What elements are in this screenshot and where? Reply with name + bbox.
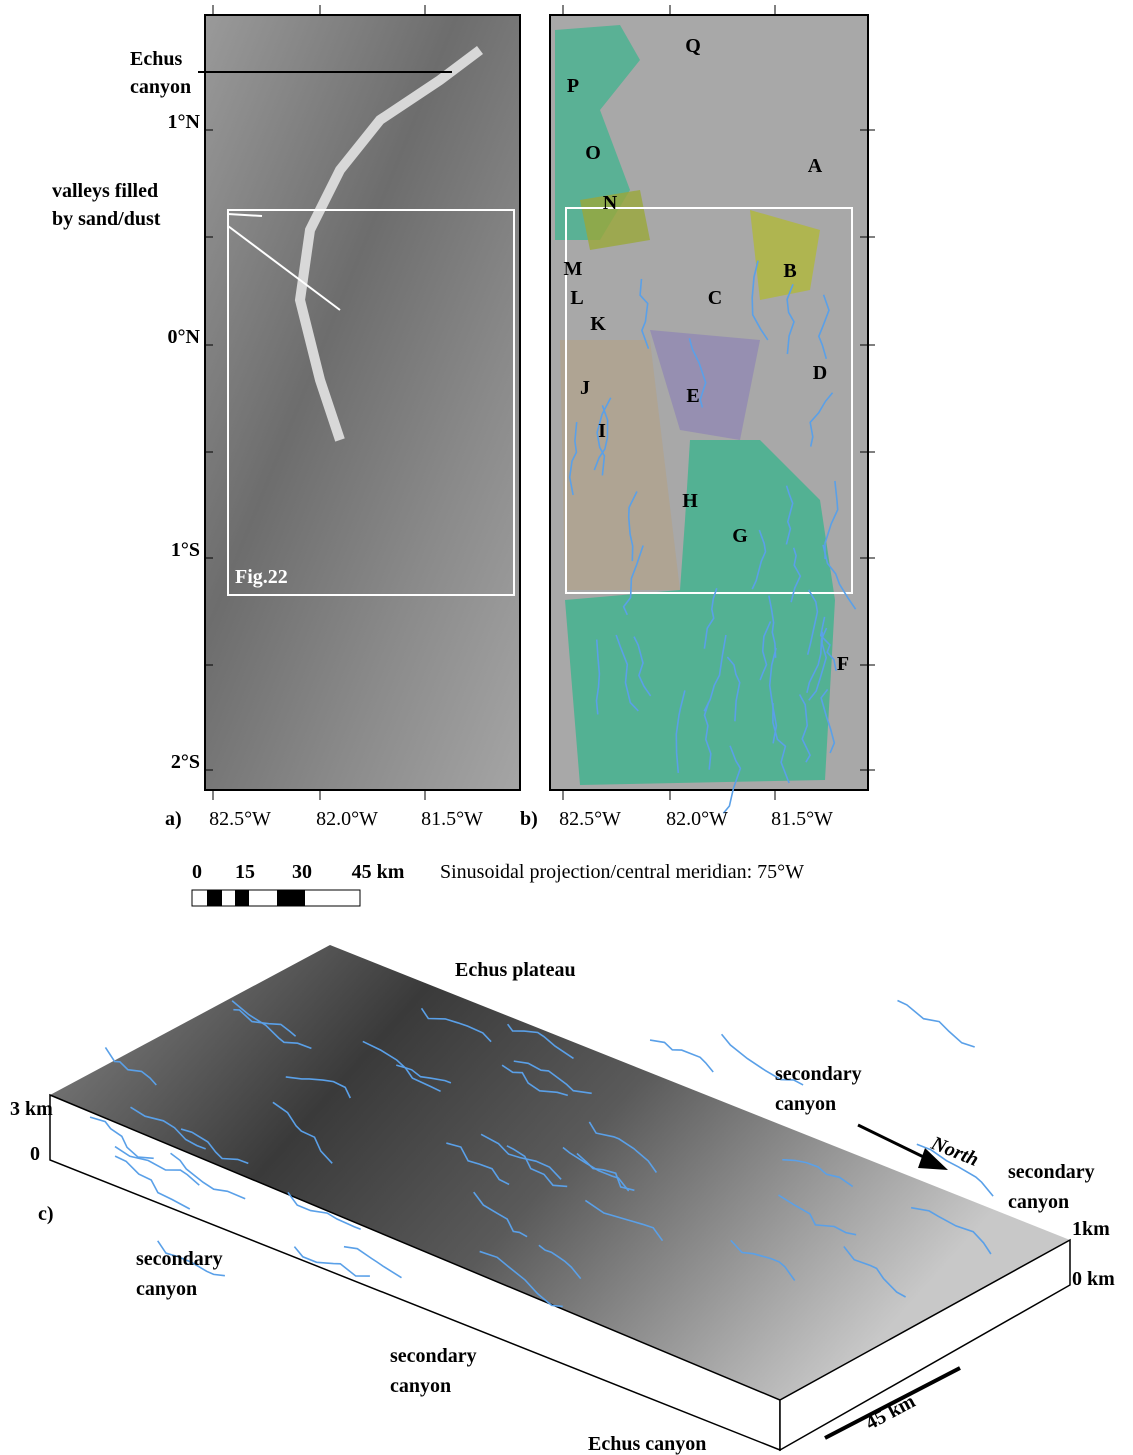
canyon-label: secondary [136,1248,223,1270]
plateau-label: Echus plateau [455,959,576,981]
panel-label: c) [38,1203,54,1225]
region-label: G [732,525,748,547]
panel-label: b) [520,808,538,830]
canyon-label: canyon [136,1278,197,1300]
height-label: 0 [30,1143,40,1165]
region-label: K [590,313,606,335]
height-label: 3 km [10,1098,53,1120]
region-label: L [570,287,583,309]
region-label: N [603,192,618,214]
region-label: H [682,490,698,512]
longitude-label: 81.5°W [421,808,483,830]
region-label: M [564,258,583,280]
canyon-label: canyon [775,1093,836,1115]
river [897,1000,974,1047]
box-label: Fig.22 [235,566,288,588]
latitude-label: 0°N [168,326,201,348]
region-label: P [567,75,579,97]
region-label: C [708,287,722,309]
annotation: by sand/dust [52,208,161,230]
annotation: valleys filled [52,180,158,202]
region-label: O [585,142,601,164]
scale-segment [235,890,249,906]
canyon-name: Echus canyon [588,1433,706,1455]
scale-label: 0 [192,861,202,883]
region-label: B [783,260,796,282]
scale-segment [277,890,305,906]
region-label: D [813,362,827,384]
region-label: Q [685,35,701,57]
map-a [205,15,520,790]
canyon-label: secondary [390,1345,477,1367]
scale-label: 45 km [352,861,405,883]
region-label: F [837,653,849,675]
scale-segment [207,890,222,906]
latitude-label: 1°S [171,539,200,561]
river [650,1040,713,1072]
latitude-label: 2°S [171,751,200,773]
longitude-label: 82.0°W [316,808,378,830]
canyon-label: canyon [1008,1191,1069,1213]
latitude-label: 1°N [168,111,201,133]
panel-label: a) [165,808,182,830]
region-label: I [598,420,606,442]
scale-label: 30 [292,861,312,883]
longitude-label: 82.5°W [209,808,271,830]
longitude-label: 81.5°W [771,808,833,830]
longitude-label: 82.0°W [666,808,728,830]
canyon-label: secondary [775,1063,862,1085]
canyon-label: canyon [390,1375,451,1397]
longitude-label: 82.5°W [559,808,621,830]
figure: 1°N 0°N 1°S 2°S 82.5°W 82.0°W 81.5°W 82.5°W 82.0… [0,0,1133,1455]
annotation: Echus [130,48,182,70]
region-label: E [686,385,699,407]
region-label: J [580,377,590,399]
height-label: 0 km [1072,1268,1115,1290]
height-label: 1km [1072,1218,1110,1240]
canyon-label: secondary [1008,1161,1095,1183]
projection: Sinusoidal projection/central meridian: … [440,861,804,883]
region-label: A [808,155,823,177]
scale-label: 15 [235,861,255,883]
annotation: canyon [130,76,191,98]
